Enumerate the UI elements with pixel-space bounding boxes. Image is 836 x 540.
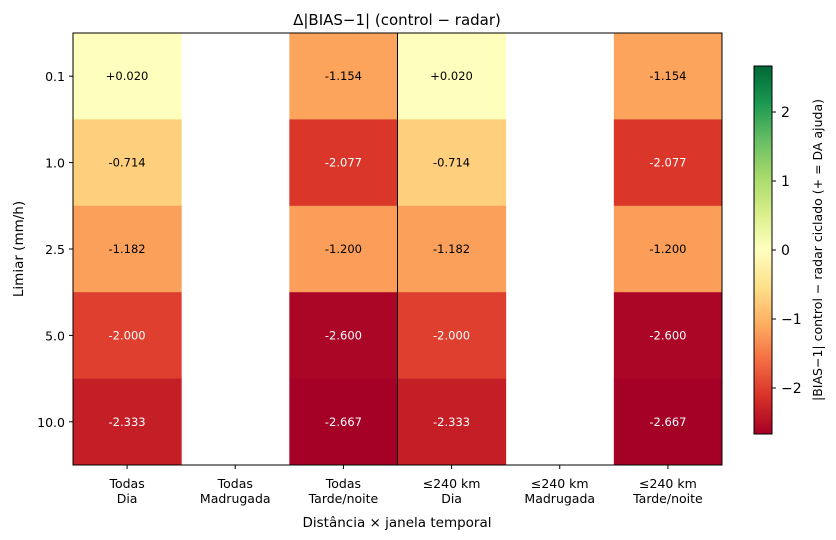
cell-value-label: -1.154 xyxy=(649,69,686,83)
y-axis-label: Limiar (mm/h) xyxy=(11,201,27,297)
heatmap-cell xyxy=(613,292,723,380)
y-tick-label: 10.0 xyxy=(37,415,65,430)
cell-value-label: +0.020 xyxy=(430,69,473,83)
x-axis-label: Distância × janela temporal xyxy=(303,515,492,531)
colorbar-tick-label: −1 xyxy=(781,312,802,328)
cell-value-label: -1.182 xyxy=(109,242,146,256)
y-tick-label: 0.1 xyxy=(45,69,65,84)
chart-title: Δ|BIAS−1| (control − radar) xyxy=(293,11,501,29)
colorbar-tick-label: 1 xyxy=(781,174,790,190)
cell-value-label: +0.020 xyxy=(106,69,149,83)
heatmap-cell xyxy=(73,33,182,120)
cell-value-label: -2.600 xyxy=(649,328,686,342)
colorbar-ticks: −2 −1 0 1 2 xyxy=(772,105,802,397)
heatmap-cell xyxy=(613,378,723,466)
x-tick-label: ≤240 km Dia xyxy=(423,476,481,506)
cell-value-label: -1.200 xyxy=(649,242,686,256)
cell-value-label: -2.667 xyxy=(649,415,686,429)
cell-value-label: -2.077 xyxy=(649,156,686,170)
colorbar-tick-label: −2 xyxy=(781,381,802,397)
cell-value-label: -2.667 xyxy=(325,415,362,429)
heatmap-cell xyxy=(397,33,507,120)
heatmap-cell xyxy=(73,378,182,466)
y-axis-ticks: 0.1 1.0 2.5 5.0 10.0 xyxy=(37,69,73,430)
cell-value-label: -1.200 xyxy=(325,242,362,256)
heatmap-cell xyxy=(397,119,507,207)
heatmap-cell xyxy=(613,119,723,207)
heatmap-cell xyxy=(289,378,398,466)
cell-value-label: -2.600 xyxy=(325,328,362,342)
heatmap-cell xyxy=(397,205,507,293)
heatmap-cell xyxy=(397,378,507,466)
heatmap-cell xyxy=(289,292,398,380)
heatmap-cell xyxy=(73,119,182,207)
cell-value-label: -1.154 xyxy=(325,69,362,83)
heatmap-cell xyxy=(289,33,398,120)
heatmap-cell xyxy=(613,33,723,120)
cell-value-label: -1.182 xyxy=(433,242,470,256)
cell-value-label: -2.000 xyxy=(433,328,470,342)
colorbar xyxy=(753,65,773,435)
heatmap-cells xyxy=(73,33,723,466)
x-tick-label: ≤240 km Tarde/noite xyxy=(632,476,703,506)
heatmap-cell xyxy=(289,205,398,293)
cell-value-label: -2.077 xyxy=(325,156,362,170)
y-tick-label: 5.0 xyxy=(45,328,65,343)
y-tick-label: 1.0 xyxy=(45,156,65,171)
colorbar-label: |BIAS−1| control − radar ciclado (+ = DA… xyxy=(810,99,825,401)
colorbar-tick-label: 2 xyxy=(781,105,790,121)
cell-value-label: -0.714 xyxy=(109,156,146,170)
heatmap-cell xyxy=(397,292,507,380)
x-axis-ticks: Todas Dia Todas Madrugada Todas Tarde/noite ≤2… xyxy=(108,465,703,506)
x-tick-label: Todas Dia xyxy=(108,476,144,506)
heatmap-cell xyxy=(73,205,182,293)
cell-value-label: -0.714 xyxy=(433,156,470,170)
heatmap-cell xyxy=(613,205,723,293)
heatmap-cell-labels: +0.020 -1.154 +0.020 -1.154 -0.714 -2.077 -0.7… xyxy=(106,69,687,429)
x-tick-label: Todas Tarde/noite xyxy=(308,476,379,506)
x-tick-label: Todas Madrugada xyxy=(200,476,271,506)
colorbar-tick-label: 0 xyxy=(781,243,790,259)
cell-value-label: -2.000 xyxy=(109,328,146,342)
y-tick-label: 2.5 xyxy=(45,242,65,257)
heatmap-cell xyxy=(73,292,182,380)
heatmap-cell xyxy=(289,119,398,207)
x-tick-label: ≤240 km Madrugada xyxy=(524,476,595,506)
cell-value-label: -2.333 xyxy=(109,415,146,429)
cell-value-label: -2.333 xyxy=(433,415,470,429)
